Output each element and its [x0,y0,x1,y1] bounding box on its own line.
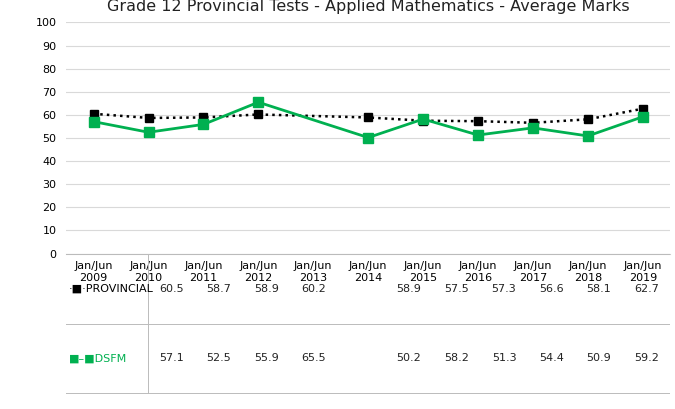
Text: 58.1: 58.1 [587,283,612,294]
Text: 62.7: 62.7 [634,283,659,294]
Text: 58.7: 58.7 [207,283,232,294]
Text: 57.3: 57.3 [491,283,516,294]
Text: 60.5: 60.5 [159,283,184,294]
Text: ■–■DSFM: ■–■DSFM [69,353,128,364]
Text: 58.9: 58.9 [396,283,421,294]
Text: 50.9: 50.9 [587,353,612,364]
Text: 56.6: 56.6 [539,283,564,294]
Text: 51.3: 51.3 [491,353,516,364]
Text: 65.5: 65.5 [302,353,326,364]
Text: 58.9: 58.9 [254,283,279,294]
Text: 50.2: 50.2 [397,353,421,364]
Text: 59.2: 59.2 [634,353,659,364]
Text: 60.2: 60.2 [302,283,326,294]
Text: 54.4: 54.4 [539,353,564,364]
Text: 52.5: 52.5 [207,353,232,364]
Text: ·■·PROVINCIAL: ·■·PROVINCIAL [69,283,154,294]
Text: 57.5: 57.5 [444,283,469,294]
Text: 55.9: 55.9 [254,353,279,364]
Text: 58.2: 58.2 [444,353,469,364]
Text: 57.1: 57.1 [159,353,184,364]
Title: Grade 12 Provincial Tests - Applied Mathematics - Average Marks: Grade 12 Provincial Tests - Applied Math… [107,0,630,14]
